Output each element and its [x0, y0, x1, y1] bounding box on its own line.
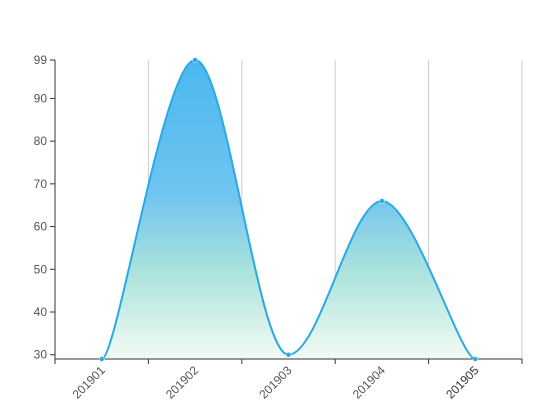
y-axis-tick-labels: 30 40 50 60 70 80 90 99 [34, 53, 48, 362]
data-point [98, 356, 105, 362]
y-tick-label: 80 [34, 134, 48, 148]
x-tick-label: 201902 [163, 363, 201, 401]
data-point [379, 198, 385, 204]
y-tick-label: 90 [34, 91, 48, 105]
y-tick-label: 99 [34, 53, 48, 67]
data-point [472, 356, 479, 362]
series-area [100, 58, 476, 360]
x-tick-label: 201901 [70, 363, 108, 401]
x-tick-label: 201905 [443, 363, 481, 401]
data-point [285, 351, 292, 358]
area-fill [101, 60, 476, 359]
y-tick-label: 30 [34, 348, 48, 362]
axes [50, 59, 523, 364]
y-tick-label: 60 [34, 220, 48, 234]
series-line [100, 58, 476, 360]
y-tick-label: 50 [34, 262, 48, 276]
x-tick-label: 201903 [256, 363, 294, 401]
y-tick-label: 70 [34, 177, 48, 191]
x-axis-tick-labels: 201901 201902 201903 201904 201905 [70, 363, 482, 401]
data-points [98, 57, 479, 362]
data-point [192, 57, 198, 63]
y-tick-label: 40 [34, 305, 48, 319]
x-tick-label: 201904 [350, 363, 388, 401]
